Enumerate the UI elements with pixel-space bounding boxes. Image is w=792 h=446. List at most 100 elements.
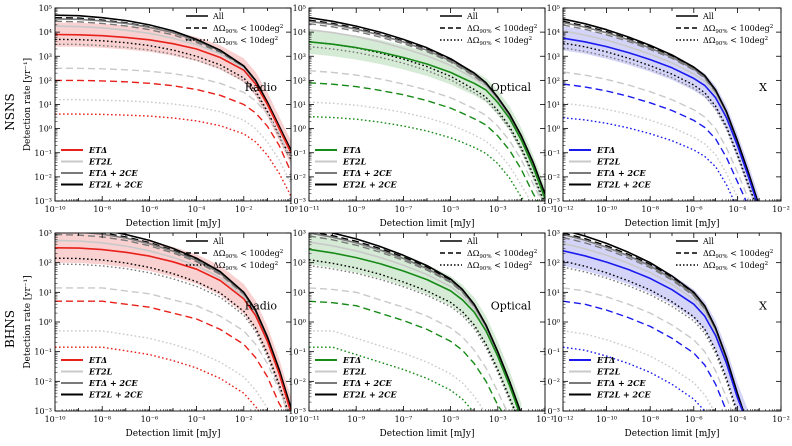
y-tick-label: 10⁵ — [293, 4, 306, 13]
x-tick-label: 10⁻⁸ — [93, 205, 111, 214]
y-tick-label: 10⁻¹ — [34, 348, 52, 357]
series-line-et-2ce-90-10deg — [563, 266, 737, 411]
legend-detector-label: ET2L + 2CE — [342, 180, 397, 190]
panel-bhns-radio: 10⁻¹⁰ 10⁻⁸ 10⁻⁶ 10⁻⁴ 10⁻² 10⁰ 10⁻³ 10⁻² 10⁻¹ 10⁰ 1… — [23, 229, 298, 439]
x-tick-label: 10⁻² — [772, 415, 790, 424]
y-tick-label: 10³ — [293, 52, 306, 61]
uncertainty-band — [55, 233, 291, 411]
x-tick-label: 10⁻¹² — [553, 205, 574, 214]
legend-detector-label: ET2L + 2CE — [88, 390, 143, 400]
series-line-et-90-100deg — [563, 83, 747, 201]
y-tick-label: 10⁰ — [293, 318, 306, 327]
y-tick-label: 10³ — [547, 52, 560, 61]
series-line-et-2ce-90-10deg — [55, 43, 291, 162]
y-tick-label: 10⁻² — [288, 173, 306, 182]
legend-delta-omega: ΔΩ — [213, 36, 226, 45]
x-tick-label: 10⁻⁸ — [641, 415, 659, 424]
legend-delta-omega: ΔΩ — [703, 261, 716, 270]
y-tick-label: 10¹ — [547, 101, 560, 110]
y-tick-label: 10² — [39, 76, 52, 85]
x-tick-label: 10⁻⁸ — [93, 415, 111, 424]
y-tick-label: 10⁰ — [39, 318, 52, 327]
y-tick-label: 10⁻¹ — [542, 348, 560, 357]
legend-style-label: ΔΩ90% < 100deg2 — [703, 249, 773, 260]
x-tick-label: 10⁻⁶ — [141, 205, 159, 214]
legend-style-label: ΔΩ90% < 10deg2 — [703, 36, 768, 47]
y-tick-label: 10⁻¹ — [542, 149, 560, 158]
legend-detector-label: ET2L + 2CE — [596, 180, 651, 190]
x-tick-label: 10⁻¹ — [536, 205, 554, 214]
legend-detector-label: ETΔ — [342, 145, 361, 155]
x-axis-label: Detection limit [mJy] — [380, 429, 475, 439]
y-tick-label: 10⁰ — [293, 125, 306, 134]
legend-subscript: 90% — [225, 29, 237, 35]
legend-detector-label: ETΔ — [596, 355, 615, 365]
series-line-et-2ce-90-10deg — [309, 45, 544, 201]
series-line-et2l-90-100deg — [55, 67, 291, 161]
x-tick-label: 10⁻⁵ — [442, 205, 460, 214]
legend-delta-omega: ΔΩ — [213, 249, 226, 258]
legend-subscript: 90% — [715, 29, 727, 35]
legend-threshold: < 100deg — [728, 24, 770, 33]
x-axis-label: Detection limit [mJy] — [380, 219, 475, 229]
panel-title: Radio — [245, 300, 278, 313]
series-line-et2l-90-10deg — [563, 330, 715, 411]
x-tick-label: 10⁻⁶ — [141, 415, 159, 424]
legend-subscript: 90% — [479, 254, 491, 260]
legend-subscript: 90% — [225, 254, 237, 260]
y-tick-label: 10⁰ — [39, 125, 52, 134]
x-tick-label: 10⁻⁴ — [729, 415, 747, 424]
x-tick-label: 10⁰ — [284, 415, 297, 424]
y-tick-label: 10² — [293, 259, 306, 268]
legend-delta-omega: ΔΩ — [467, 261, 480, 270]
legend-style-label: All — [702, 12, 714, 21]
legend-detector-label: ETΔ + 2CE — [596, 378, 646, 388]
series-line-et-all — [55, 33, 291, 154]
series-line-et-all — [563, 250, 744, 411]
legend-detector-label: ET2L — [342, 157, 367, 167]
panel-grid: 10⁻¹⁰ 10⁻⁸ 10⁻⁶ 10⁻⁴ 10⁻² 10⁰10⁻³10⁻²10⁻¹10⁰1… — [23, 4, 790, 439]
y-tick-label: 10⁻³ — [34, 407, 52, 416]
x-tick-label: 10⁻⁶ — [685, 205, 703, 214]
series-line-et-90-100deg — [309, 82, 539, 201]
series-line-et2l-90-100deg — [55, 287, 290, 411]
legend-style-label: ΔΩ90% < 10deg2 — [213, 261, 278, 272]
y-tick-label: 10⁴ — [547, 28, 560, 37]
x-tick-label: 10⁻⁷ — [395, 415, 413, 424]
x-tick-label: 10⁻⁹ — [347, 205, 365, 214]
x-tick-label: 10⁻² — [235, 205, 253, 214]
x-tick-label: 10⁰ — [284, 205, 297, 214]
legend-delta-omega: ΔΩ — [703, 249, 716, 258]
legend-superscript: 2 — [770, 24, 774, 30]
series-line-et2l-2ce-90-10deg — [55, 38, 291, 160]
legend-subscript: 90% — [715, 266, 727, 272]
plot-area — [55, 14, 291, 197]
y-tick-label: 10⁴ — [293, 28, 306, 37]
x-tick-label: 10⁻⁵ — [442, 415, 460, 424]
y-tick-label: 10¹ — [39, 288, 52, 297]
series-line-et-all — [309, 41, 545, 199]
series-line-et2l-90-100deg — [309, 70, 543, 201]
series-line-et-2ce-90-100deg — [55, 20, 291, 153]
legend-style-label: ΔΩ90% < 100deg2 — [213, 249, 283, 260]
series-line-et-all — [563, 37, 758, 201]
legend-superscript: 2 — [275, 261, 279, 267]
x-tick-label: 10⁻⁶ — [685, 415, 703, 424]
legend-delta-omega: ΔΩ — [213, 261, 226, 270]
x-tick-label: 10⁻² — [235, 415, 253, 424]
legend-detector-label: ETΔ + 2CE — [342, 378, 392, 388]
panel-nsns-optical: 10⁻¹¹ 10⁻⁹ 10⁻⁷ 10⁻⁵ 10⁻³ 10⁻¹ 10⁻³ 10⁻² 10⁻¹ 10⁰… — [288, 4, 553, 229]
legend-detector-label: ET2L — [88, 157, 113, 167]
series-line-et2l-2ce-all — [563, 18, 759, 201]
row-label-bhns: BHNS — [3, 310, 17, 348]
series-line-et2l-2ce-90-10deg — [563, 42, 756, 201]
series-line-et2l-2ce-90-10deg — [309, 259, 516, 411]
series-line-et-all — [309, 248, 520, 411]
legend-detector-label: ETΔ — [596, 145, 615, 155]
x-tick-label: 10⁻¹² — [553, 415, 574, 424]
legend-style-label: All — [702, 237, 714, 246]
legend-threshold: < 100deg — [492, 24, 534, 33]
legend-subscript: 90% — [715, 254, 727, 260]
legend-detector-label: ET2L + 2CE — [596, 390, 651, 400]
legend-detector-label: ETΔ + 2CE — [88, 168, 138, 178]
